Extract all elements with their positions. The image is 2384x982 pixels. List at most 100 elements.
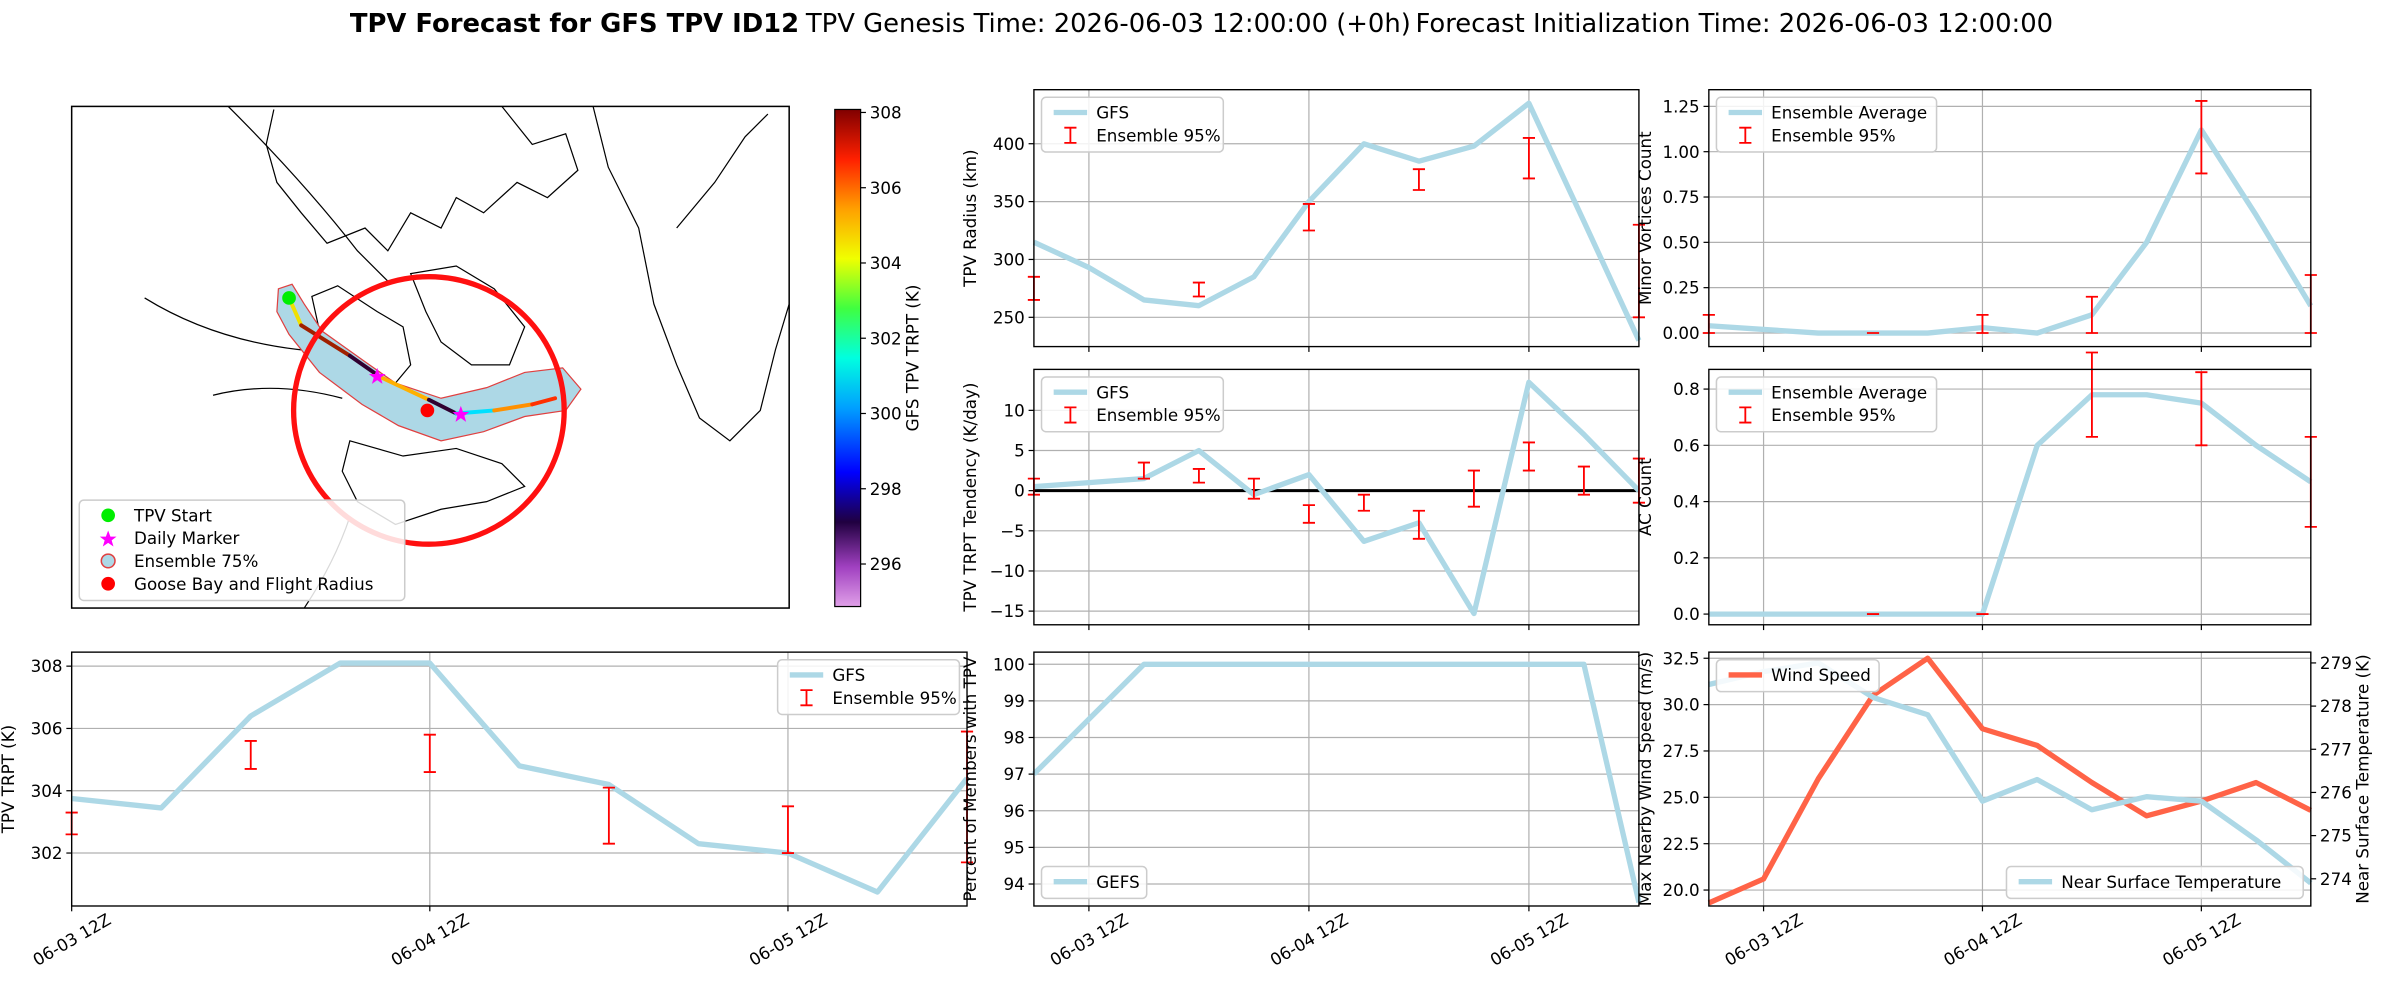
y-tick-label: 306 [31,719,63,739]
error-bar [1522,137,1536,180]
colorbar-tick-label: 298 [870,479,902,499]
y-axis-label: TPV TRPT (K) [0,725,18,834]
track-segment [530,396,558,407]
y-tick-label: 98 [1004,728,1025,748]
error-bar [2085,351,2098,438]
legend-label: Ensemble 95% [1096,125,1220,145]
error-bar [2085,295,2098,334]
legend-label: Near Surface Temperature [2061,872,2281,892]
y-tick-label: 0.2 [1673,548,1700,568]
y-tick-label: 0.0 [1673,604,1700,624]
y-axis-label: Minor Vortices Count [1635,131,1655,305]
error-bar [781,805,795,854]
track-segment [492,402,535,413]
legend-dot [101,576,115,591]
x-tick-label: 06-04 12Z [1940,909,2025,970]
y2-tick-label: 275 [2320,826,2352,846]
y-tick-label: 97 [1004,764,1025,784]
border [227,105,389,282]
legend-label: Ensemble 95% [1771,405,1895,425]
track-segment [378,375,431,402]
error-bar [1522,441,1536,472]
error-bar [1976,313,1989,334]
legend-box [1715,96,1938,153]
legend-errorbar [1739,126,1752,144]
legend-errorbar [1739,406,1752,424]
legend-errorbar [1064,126,1077,144]
daily-marker [452,405,470,422]
y2-tick-label: 274 [2320,869,2352,889]
y-tick-label: 100 [993,654,1025,674]
axes-frame [1033,89,1640,348]
legend-star [99,530,117,547]
x-tick-label: 06-05 12Z [745,909,830,970]
ensemble-swath [276,283,582,442]
error-bar [1192,468,1205,484]
y-tick-label: 94 [1004,874,1025,894]
colorbar-tick-label: 296 [870,554,902,574]
tpv-start [282,291,296,305]
series-line [1708,660,2313,886]
legend-errorbar [800,689,813,707]
y-tick-label: 10 [1004,400,1025,420]
error-bar [1302,202,1315,232]
y-tick-label: 22.5 [1662,834,1699,854]
legend-box [2005,865,2304,900]
error-bar [2195,371,2208,447]
y-tick-label: 25.0 [1662,787,1699,807]
daily-marker [368,367,386,384]
track [287,295,558,416]
y2-tick-label: 278 [2320,696,2352,716]
axes-frame [1708,368,2312,626]
y-tick-label: 5 [1014,441,1025,461]
series-line [1708,127,2314,336]
legend-label: Ensemble 75% [134,551,258,571]
x-tick-label: 06-03 12Z [1721,909,1806,970]
axes-frame [1708,89,2312,348]
x-tick-label: 06-05 12Z [2159,909,2244,970]
legend-label: GFS [1096,382,1129,402]
y2-tick-label: 277 [2320,739,2352,759]
error-bar [602,786,615,845]
series-line [71,660,970,895]
y-axis-label: Percent of Members with TPV [960,656,980,902]
y-tick-label: 0.00 [1662,323,1699,343]
y-tick-label: 95 [1004,837,1025,857]
legend-label: Ensemble Average [1771,103,1927,123]
coast [592,106,790,442]
y-tick-label: 308 [31,656,63,676]
series-line [1032,661,1642,903]
y-tick-label: 350 [993,192,1025,212]
coast [212,387,343,399]
colorbar [834,108,862,608]
error-bar [1302,504,1315,524]
legend-errorbar [1064,406,1077,424]
colorbar-tick-label: 300 [870,404,902,424]
y-axis-label: TPV TRPT Tendency (K/day) [960,383,980,613]
track-segment [299,323,352,358]
y-tick-label: 99 [1004,691,1025,711]
error-bar [2195,100,2208,175]
colorbar-tick-label: 302 [870,328,902,348]
legend-label: Ensemble 95% [832,688,956,708]
y-tick-label: 20.0 [1662,880,1699,900]
error-bar [1137,461,1150,480]
series-line [1707,655,2313,906]
legend-box [1715,658,1880,693]
title: TPV Forecast for GFS TPV ID12 [350,9,799,39]
error-bar [1577,465,1590,496]
y-tick-label: 0 [1014,481,1025,501]
series-line [1033,379,1641,617]
y-axis-label: TPV Radius (km) [960,149,980,287]
legend-box [1040,865,1148,900]
y2-axis-label: Near Surface Temperature (K) [2353,654,2373,903]
x-tick-label: 06-03 12Z [1046,909,1131,970]
y-tick-label: 400 [993,134,1025,154]
legend-label: GFS [832,665,865,685]
error-bar [1412,509,1425,540]
legend-label: GEFS [1096,872,1139,892]
error-bar [423,733,436,773]
y-tick-label: 0.25 [1662,278,1699,298]
axes-frame [1033,368,1640,626]
